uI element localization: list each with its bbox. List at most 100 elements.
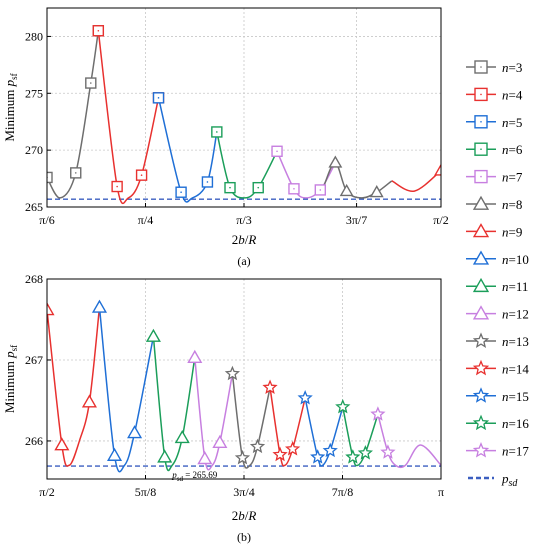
series-line-n=14 bbox=[269, 387, 306, 467]
x-tick-label: π/4 bbox=[138, 213, 153, 227]
legend-label: n=3 bbox=[502, 60, 522, 75]
legend-item-n=15: n=15 bbox=[466, 387, 529, 404]
x-tick-label: π/3 bbox=[236, 213, 251, 227]
legend-item-n=8: n=8 bbox=[466, 195, 522, 212]
legend-item-n=4: n=4 bbox=[466, 87, 523, 102]
legend-label: n=13 bbox=[502, 334, 529, 349]
x-tick-label: π/6 bbox=[39, 213, 54, 227]
data-point-n=13 bbox=[224, 365, 241, 381]
y-axis-title: Minimum psf bbox=[2, 345, 19, 413]
data-point-n=12 bbox=[197, 451, 213, 465]
legend-item-n=14: n=14 bbox=[466, 359, 529, 376]
series-line-n=9 bbox=[47, 307, 101, 467]
legend-item-n=13: n=13 bbox=[466, 332, 529, 349]
panel-label: (b) bbox=[237, 530, 251, 544]
data-point-n=9 bbox=[434, 163, 441, 176]
x-tick-label: 3π/7 bbox=[346, 213, 367, 227]
legend-item-n=3: n=3 bbox=[466, 60, 522, 75]
legend-item-n=10: n=10 bbox=[466, 250, 529, 267]
legend-item-n=6: n=6 bbox=[466, 142, 523, 157]
legend-marker bbox=[472, 195, 490, 210]
series-line-n=16 bbox=[342, 406, 379, 467]
x-tick-label: π/2 bbox=[433, 213, 448, 227]
legend-item-n=9: n=9 bbox=[466, 223, 522, 239]
legend-label: n=12 bbox=[502, 307, 529, 322]
y-tick-label: 270 bbox=[25, 143, 43, 157]
legend-item-n=7: n=7 bbox=[466, 170, 523, 185]
data-point-n=13 bbox=[234, 449, 251, 465]
data-point-n=16 bbox=[357, 445, 373, 460]
legend-item-p_sd: psd bbox=[468, 471, 518, 489]
data-point-n=9 bbox=[54, 437, 70, 451]
legend-marker bbox=[472, 332, 490, 348]
x-tick-label: 5π/8 bbox=[135, 485, 156, 499]
legend-label: n=8 bbox=[502, 197, 522, 212]
x-tick-label: 7π/8 bbox=[332, 485, 353, 499]
series-line-n=12 bbox=[194, 357, 234, 471]
data-point-n=15 bbox=[310, 449, 326, 464]
y-tick-label: 266 bbox=[25, 434, 43, 448]
x-tick-label: π bbox=[438, 485, 444, 499]
legend-label: n=16 bbox=[502, 416, 529, 431]
data-point-n=17 bbox=[370, 406, 386, 421]
data-point-n=11 bbox=[157, 449, 173, 463]
data-point-n=10 bbox=[127, 425, 143, 439]
chart-panel-a: π/6 π/4 π/3 3π/7 π/2 265 270 275 280 2b/R Minimum … bbox=[2, 7, 449, 268]
series-group bbox=[47, 25, 441, 205]
legend-label: n=6 bbox=[502, 142, 523, 157]
data-point-n=16 bbox=[335, 398, 351, 414]
data-point-n=15 bbox=[322, 442, 338, 458]
legend-label: n=5 bbox=[502, 115, 522, 130]
y-tick-label: 267 bbox=[25, 353, 43, 367]
y-tick-label: 268 bbox=[25, 272, 43, 286]
series-group bbox=[47, 299, 441, 473]
legend-label: n=9 bbox=[502, 224, 522, 239]
data-point-n=16 bbox=[345, 449, 361, 464]
data-point-n=13 bbox=[249, 438, 266, 454]
data-point-n=12 bbox=[212, 434, 228, 449]
legend-marker bbox=[472, 387, 490, 403]
data-point-n=8 bbox=[369, 185, 384, 198]
legend-marker bbox=[472, 305, 490, 320]
y-tick-label: 275 bbox=[25, 86, 43, 100]
series-line-n=4 bbox=[97, 30, 160, 205]
legend-item-n=17: n=17 bbox=[466, 442, 529, 459]
x-tick-label: π/2 bbox=[39, 485, 54, 499]
x-axis-title: 2b/R bbox=[232, 508, 257, 523]
series-line-n=8 bbox=[323, 161, 393, 199]
y-tick-label: 280 bbox=[25, 29, 43, 43]
legend-label: psd bbox=[501, 471, 518, 489]
series-line-n=13 bbox=[231, 373, 271, 469]
panel-label: (a) bbox=[237, 254, 250, 268]
data-point-n=11 bbox=[174, 429, 190, 444]
chart-panel-b: π/2 5π/8 3π/4 7π/8 π 266 267 268 2b/R Minimum psf… bbox=[2, 272, 444, 544]
legend-marker bbox=[472, 250, 490, 265]
legend-marker bbox=[472, 277, 490, 293]
series-line-n=6 bbox=[216, 131, 278, 199]
data-point-n=9 bbox=[81, 394, 97, 408]
series-line-n=9 bbox=[391, 170, 441, 192]
legend-item-n=16: n=16 bbox=[466, 414, 529, 431]
data-point-n=3 bbox=[47, 171, 53, 184]
data-point-n=14 bbox=[272, 446, 288, 462]
data-point-n=11 bbox=[145, 328, 161, 342]
series-line-n=5 bbox=[157, 97, 218, 203]
legend: n=3 n=4 n=5 n=6 n=7 n=8 n=9 n=10 n=11 n=12 n=13 n=1… bbox=[466, 60, 529, 489]
data-point-n=10 bbox=[106, 447, 123, 461]
data-point-n=8 bbox=[328, 155, 343, 168]
legend-label: n=15 bbox=[502, 389, 529, 404]
legend-label: n=17 bbox=[502, 444, 529, 459]
legend-item-n=12: n=12 bbox=[466, 305, 529, 322]
x-tick-label: 3π/4 bbox=[233, 485, 254, 499]
data-point-n=14 bbox=[262, 379, 278, 394]
legend-item-n=5: n=5 bbox=[466, 115, 522, 130]
y-axis-title: Minimum psf bbox=[2, 73, 19, 141]
legend-marker bbox=[472, 414, 490, 431]
legend-label: n=7 bbox=[502, 170, 523, 185]
data-point-n=17 bbox=[380, 444, 396, 459]
legend-label: n=4 bbox=[502, 87, 523, 102]
legend-marker bbox=[472, 359, 490, 376]
legend-item-n=11: n=11 bbox=[466, 277, 528, 294]
series-line-n=15 bbox=[304, 397, 344, 467]
